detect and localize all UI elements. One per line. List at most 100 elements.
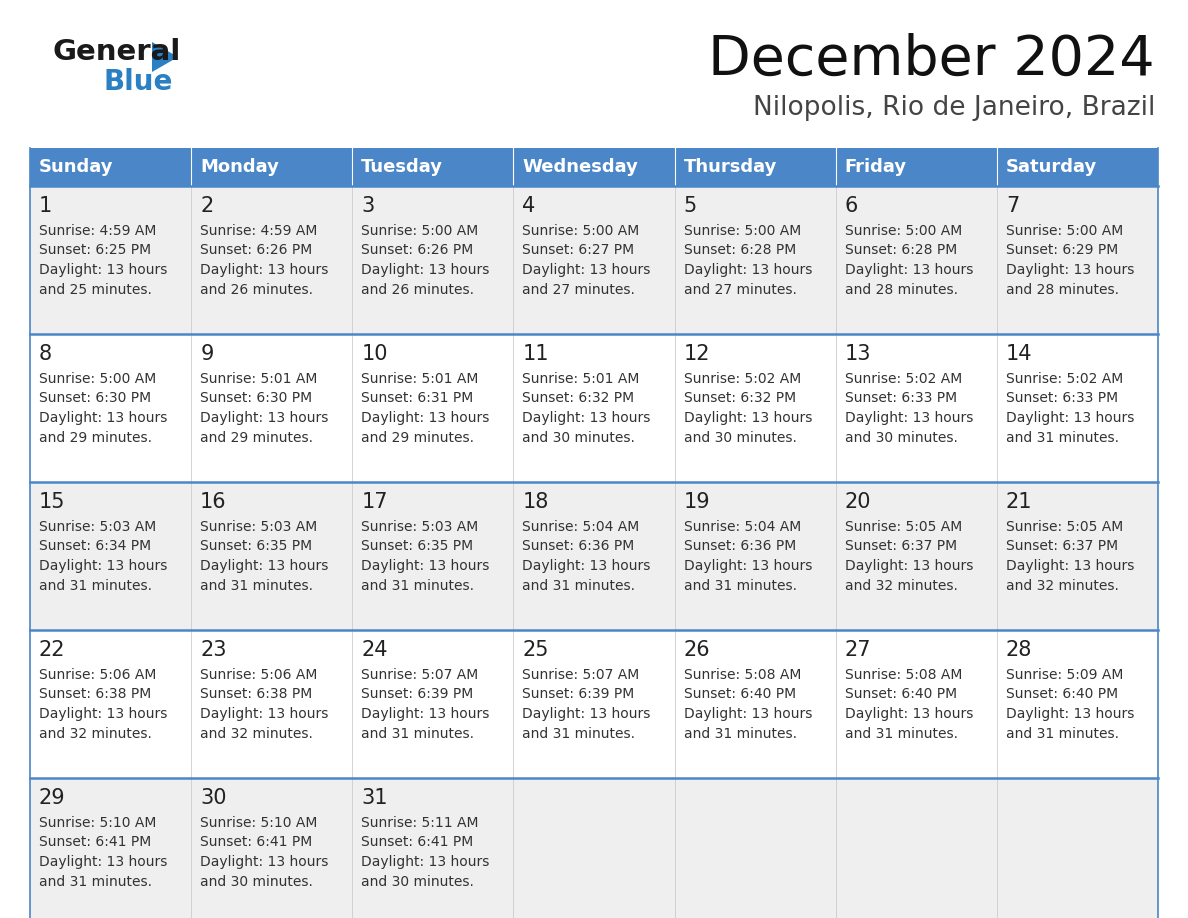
Text: Daylight: 13 hours: Daylight: 13 hours: [1006, 411, 1135, 425]
Text: and 31 minutes.: and 31 minutes.: [523, 578, 636, 592]
Bar: [30, 334, 191, 482]
Text: Sunrise: 5:07 AM: Sunrise: 5:07 AM: [361, 668, 479, 682]
Text: 1: 1: [39, 196, 52, 216]
Text: Daylight: 13 hours: Daylight: 13 hours: [361, 855, 489, 869]
Text: and 28 minutes.: and 28 minutes.: [1006, 283, 1119, 297]
Bar: [30, 778, 191, 918]
Bar: [675, 778, 835, 918]
Bar: [675, 334, 835, 482]
Text: 23: 23: [200, 640, 227, 660]
Text: Daylight: 13 hours: Daylight: 13 hours: [845, 559, 973, 573]
Text: Sunrise: 5:00 AM: Sunrise: 5:00 AM: [683, 224, 801, 238]
Text: Sunset: 6:28 PM: Sunset: 6:28 PM: [683, 243, 796, 258]
Text: Daylight: 13 hours: Daylight: 13 hours: [200, 559, 329, 573]
Text: Sunset: 6:34 PM: Sunset: 6:34 PM: [39, 540, 151, 554]
Text: Sunrise: 4:59 AM: Sunrise: 4:59 AM: [200, 224, 317, 238]
Text: and 32 minutes.: and 32 minutes.: [39, 726, 152, 741]
Text: 8: 8: [39, 344, 52, 364]
Text: 13: 13: [845, 344, 871, 364]
Text: Sunrise: 5:01 AM: Sunrise: 5:01 AM: [523, 372, 640, 386]
Text: 3: 3: [361, 196, 374, 216]
Text: 16: 16: [200, 492, 227, 512]
Bar: [30, 630, 191, 778]
Bar: [513, 630, 675, 778]
Text: Sunrise: 4:59 AM: Sunrise: 4:59 AM: [39, 224, 157, 238]
Text: Daylight: 13 hours: Daylight: 13 hours: [361, 263, 489, 277]
Text: and 29 minutes.: and 29 minutes.: [361, 431, 474, 444]
Text: Monday: Monday: [200, 158, 279, 176]
Bar: [675, 630, 835, 778]
Text: Sunrise: 5:01 AM: Sunrise: 5:01 AM: [200, 372, 317, 386]
Text: and 27 minutes.: and 27 minutes.: [683, 283, 796, 297]
Text: and 31 minutes.: and 31 minutes.: [361, 726, 474, 741]
Text: 2: 2: [200, 196, 214, 216]
Text: Sunset: 6:40 PM: Sunset: 6:40 PM: [845, 688, 956, 701]
Text: Daylight: 13 hours: Daylight: 13 hours: [1006, 263, 1135, 277]
Text: Daylight: 13 hours: Daylight: 13 hours: [39, 855, 168, 869]
Text: Sunday: Sunday: [39, 158, 114, 176]
Text: Daylight: 13 hours: Daylight: 13 hours: [361, 559, 489, 573]
Text: Sunset: 6:36 PM: Sunset: 6:36 PM: [683, 540, 796, 554]
Text: and 31 minutes.: and 31 minutes.: [39, 875, 152, 889]
Text: Sunset: 6:41 PM: Sunset: 6:41 PM: [39, 835, 151, 849]
Text: Daylight: 13 hours: Daylight: 13 hours: [1006, 707, 1135, 721]
Text: Sunrise: 5:00 AM: Sunrise: 5:00 AM: [361, 224, 479, 238]
Text: Sunrise: 5:02 AM: Sunrise: 5:02 AM: [1006, 372, 1123, 386]
Text: 27: 27: [845, 640, 871, 660]
Text: 7: 7: [1006, 196, 1019, 216]
Bar: [835, 334, 997, 482]
Text: Sunset: 6:41 PM: Sunset: 6:41 PM: [361, 835, 474, 849]
Text: Sunrise: 5:00 AM: Sunrise: 5:00 AM: [523, 224, 639, 238]
Bar: [353, 630, 513, 778]
Text: Sunset: 6:36 PM: Sunset: 6:36 PM: [523, 540, 634, 554]
Text: and 30 minutes.: and 30 minutes.: [683, 431, 796, 444]
Text: Sunrise: 5:06 AM: Sunrise: 5:06 AM: [200, 668, 317, 682]
Text: Daylight: 13 hours: Daylight: 13 hours: [523, 559, 651, 573]
Text: Daylight: 13 hours: Daylight: 13 hours: [845, 707, 973, 721]
Bar: [835, 186, 997, 334]
Text: Blue: Blue: [105, 68, 173, 96]
Bar: [997, 186, 1158, 334]
Text: Daylight: 13 hours: Daylight: 13 hours: [39, 707, 168, 721]
Text: 11: 11: [523, 344, 549, 364]
Bar: [191, 334, 353, 482]
Text: Daylight: 13 hours: Daylight: 13 hours: [200, 263, 329, 277]
Polygon shape: [152, 42, 178, 72]
Bar: [997, 778, 1158, 918]
Text: Nilopolis, Rio de Janeiro, Brazil: Nilopolis, Rio de Janeiro, Brazil: [753, 95, 1155, 121]
Bar: [835, 482, 997, 630]
Bar: [513, 778, 675, 918]
Text: Daylight: 13 hours: Daylight: 13 hours: [845, 411, 973, 425]
Text: Daylight: 13 hours: Daylight: 13 hours: [523, 263, 651, 277]
Text: Sunrise: 5:00 AM: Sunrise: 5:00 AM: [845, 224, 962, 238]
Text: Sunset: 6:30 PM: Sunset: 6:30 PM: [200, 391, 312, 406]
Text: Sunset: 6:37 PM: Sunset: 6:37 PM: [845, 540, 956, 554]
Text: and 26 minutes.: and 26 minutes.: [200, 283, 314, 297]
Bar: [30, 148, 1158, 186]
Text: Daylight: 13 hours: Daylight: 13 hours: [683, 707, 811, 721]
Text: 28: 28: [1006, 640, 1032, 660]
Text: 15: 15: [39, 492, 65, 512]
Text: Daylight: 13 hours: Daylight: 13 hours: [200, 855, 329, 869]
Text: Sunset: 6:27 PM: Sunset: 6:27 PM: [523, 243, 634, 258]
Text: and 31 minutes.: and 31 minutes.: [39, 578, 152, 592]
Text: Sunrise: 5:02 AM: Sunrise: 5:02 AM: [683, 372, 801, 386]
Text: 12: 12: [683, 344, 710, 364]
Text: Daylight: 13 hours: Daylight: 13 hours: [361, 707, 489, 721]
Bar: [353, 334, 513, 482]
Text: Sunset: 6:38 PM: Sunset: 6:38 PM: [39, 688, 151, 701]
Bar: [513, 334, 675, 482]
Text: Sunrise: 5:10 AM: Sunrise: 5:10 AM: [200, 816, 317, 830]
Text: Tuesday: Tuesday: [361, 158, 443, 176]
Text: and 31 minutes.: and 31 minutes.: [845, 726, 958, 741]
Text: 10: 10: [361, 344, 387, 364]
Text: Sunset: 6:33 PM: Sunset: 6:33 PM: [845, 391, 956, 406]
Text: Sunset: 6:35 PM: Sunset: 6:35 PM: [361, 540, 473, 554]
Bar: [513, 186, 675, 334]
Text: Daylight: 13 hours: Daylight: 13 hours: [200, 411, 329, 425]
Text: Sunrise: 5:02 AM: Sunrise: 5:02 AM: [845, 372, 962, 386]
Text: and 28 minutes.: and 28 minutes.: [845, 283, 958, 297]
Text: 24: 24: [361, 640, 387, 660]
Text: Daylight: 13 hours: Daylight: 13 hours: [39, 559, 168, 573]
Text: Daylight: 13 hours: Daylight: 13 hours: [200, 707, 329, 721]
